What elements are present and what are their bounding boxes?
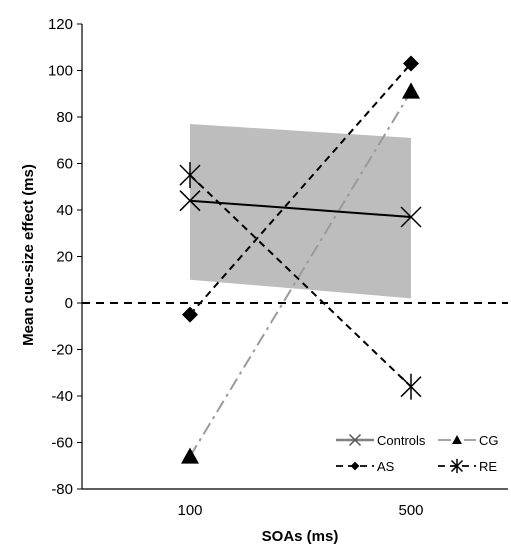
legend-marker-re	[450, 458, 464, 474]
legend-marker-cg	[452, 435, 462, 444]
legend-item-re: RE	[438, 458, 497, 474]
y-tick-label: 80	[56, 109, 73, 126]
y-tick-label: 60	[56, 156, 73, 173]
y-tick-label: -80	[51, 481, 73, 498]
as-series-line	[189, 62, 412, 316]
legend-item-controls: Controls	[336, 433, 426, 448]
legend-label-re: RE	[479, 459, 497, 474]
y-tick-label: 40	[56, 202, 73, 219]
controls-point-500	[400, 206, 422, 228]
cg-point-100	[181, 447, 199, 464]
as-point-100	[182, 306, 198, 323]
cg-series-line	[189, 90, 412, 457]
cg-point-500	[402, 82, 420, 99]
series-layer	[179, 55, 422, 464]
x-tick-label: 500	[398, 502, 423, 519]
x-axis-title: SOAs (ms)	[262, 528, 339, 545]
legend: Controls CG AS RE	[336, 433, 499, 474]
legend-item-cg: CG	[438, 433, 499, 448]
y-tick-label: 20	[56, 249, 73, 266]
re-point-100	[179, 162, 201, 189]
legend-marker-controls	[348, 433, 362, 447]
y-tick-label: -40	[51, 388, 73, 405]
controls-band-layer	[190, 123, 411, 299]
controls-band	[190, 123, 411, 299]
y-tick-label: 100	[48, 63, 73, 80]
controls-series-line	[189, 199, 412, 218]
y-tick-label: 120	[48, 16, 73, 33]
axes: -80 -60 -40 -20 0 20 40 60 80 100 120 100 500	[48, 16, 508, 519]
legend-label-as: AS	[377, 459, 395, 474]
y-axis-title: Mean cue-size effect (ms)	[20, 164, 37, 346]
as-point-500	[403, 55, 419, 72]
y-tick-label: -60	[51, 435, 73, 452]
legend-marker-as	[350, 461, 360, 471]
legend-label-controls: Controls	[377, 433, 426, 448]
re-point-500	[400, 373, 422, 400]
legend-label-cg: CG	[479, 433, 499, 448]
x-tick-label: 100	[177, 502, 202, 519]
legend-item-as: AS	[336, 459, 395, 474]
controls-point-100	[179, 190, 201, 212]
y-tick-label: 0	[65, 295, 73, 312]
y-tick-label: -20	[51, 342, 73, 359]
re-series-line	[189, 174, 412, 388]
